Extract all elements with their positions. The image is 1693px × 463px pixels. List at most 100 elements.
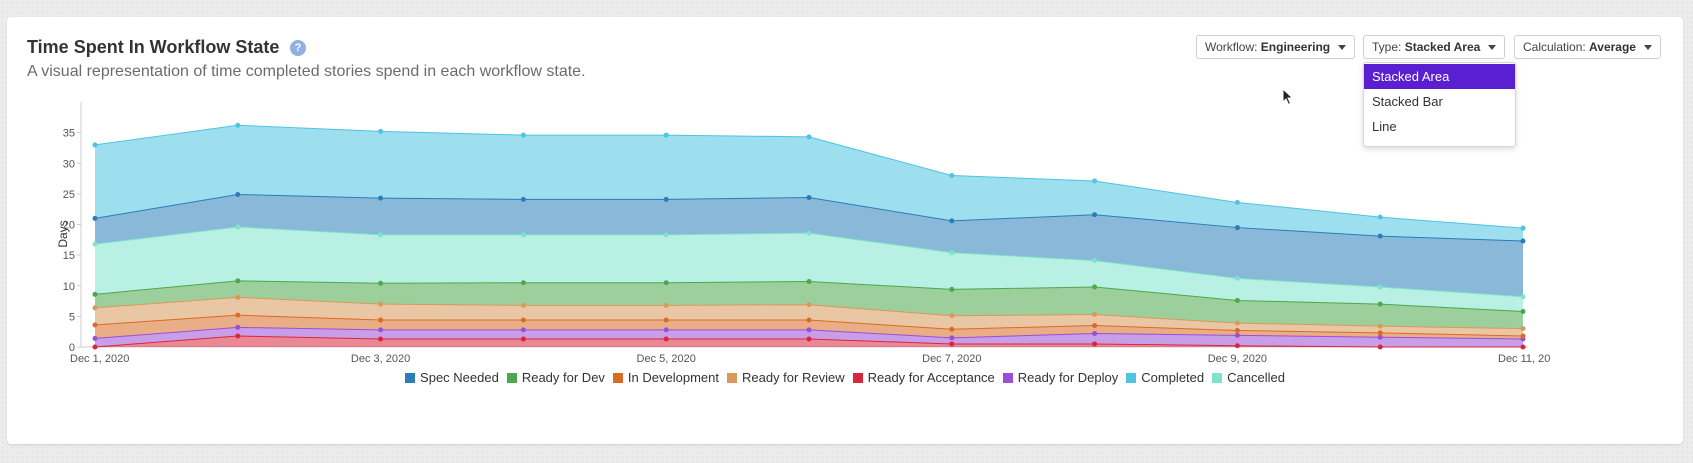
point-ready-for-acceptance[interactable] — [1234, 343, 1240, 349]
point-ready-for-review[interactable] — [235, 294, 241, 300]
legend-item-spec-needed[interactable]: Spec Needed — [405, 370, 499, 385]
point-spec-needed[interactable] — [1520, 238, 1526, 244]
point-cancelled[interactable] — [663, 232, 669, 238]
point-completed[interactable] — [520, 132, 526, 138]
point-ready-for-review[interactable] — [949, 313, 955, 319]
point-spec-needed[interactable] — [663, 196, 669, 202]
point-cancelled[interactable] — [1377, 284, 1383, 290]
calculation-dropdown[interactable]: Calculation: Average — [1514, 35, 1661, 59]
legend-item-ready-for-dev[interactable]: Ready for Dev — [506, 370, 605, 385]
point-spec-needed[interactable] — [520, 196, 526, 202]
point-ready-for-review[interactable] — [1377, 323, 1383, 329]
point-ready-for-acceptance[interactable] — [92, 344, 98, 350]
help-icon[interactable]: ? — [290, 40, 306, 56]
point-ready-for-review[interactable] — [1092, 312, 1098, 318]
type-dropdown[interactable]: Type: Stacked Area — [1363, 35, 1506, 59]
point-ready-for-deploy[interactable] — [520, 327, 526, 333]
point-ready-for-deploy[interactable] — [378, 327, 384, 333]
point-in-development[interactable] — [235, 312, 241, 318]
point-in-development[interactable] — [378, 317, 384, 323]
point-completed[interactable] — [1377, 214, 1383, 220]
point-ready-for-deploy[interactable] — [1092, 331, 1098, 337]
point-ready-for-dev[interactable] — [806, 278, 812, 284]
point-ready-for-dev[interactable] — [1234, 297, 1240, 303]
point-completed[interactable] — [92, 142, 98, 148]
point-completed[interactable] — [806, 134, 812, 140]
point-cancelled[interactable] — [235, 224, 241, 230]
point-spec-needed[interactable] — [378, 195, 384, 201]
legend-item-in-development[interactable]: In Development — [612, 370, 719, 385]
point-ready-for-review[interactable] — [663, 302, 669, 308]
point-completed[interactable] — [235, 122, 241, 128]
point-ready-for-acceptance[interactable] — [806, 336, 812, 342]
point-in-development[interactable] — [1520, 333, 1526, 339]
point-in-development[interactable] — [949, 326, 955, 332]
point-ready-for-dev[interactable] — [949, 286, 955, 292]
point-ready-for-acceptance[interactable] — [1377, 344, 1383, 350]
point-cancelled[interactable] — [949, 250, 955, 256]
point-ready-for-acceptance[interactable] — [949, 341, 955, 347]
point-in-development[interactable] — [92, 322, 98, 328]
point-cancelled[interactable] — [378, 232, 384, 238]
point-completed[interactable] — [1520, 225, 1526, 231]
point-in-development[interactable] — [520, 317, 526, 323]
menu-option-stacked-bar[interactable]: Stacked Bar — [1372, 94, 1443, 109]
point-completed[interactable] — [949, 173, 955, 178]
point-ready-for-dev[interactable] — [663, 280, 669, 286]
point-cancelled[interactable] — [1234, 275, 1240, 281]
area-cancelled[interactable] — [95, 226, 1523, 312]
area-completed[interactable] — [95, 125, 1523, 242]
legend-item-completed[interactable]: Completed — [1126, 370, 1204, 385]
legend-item-cancelled[interactable]: Cancelled — [1212, 370, 1285, 385]
point-completed[interactable] — [1234, 199, 1240, 205]
area-in-development[interactable] — [95, 315, 1523, 340]
point-cancelled[interactable] — [1520, 294, 1526, 300]
point-in-development[interactable] — [1234, 327, 1240, 333]
point-ready-for-acceptance[interactable] — [1520, 344, 1526, 350]
point-in-development[interactable] — [1092, 323, 1098, 329]
point-ready-for-acceptance[interactable] — [235, 333, 241, 339]
point-spec-needed[interactable] — [806, 195, 812, 201]
point-ready-for-deploy[interactable] — [1377, 334, 1383, 340]
point-ready-for-review[interactable] — [378, 301, 384, 307]
point-ready-for-review[interactable] — [520, 302, 526, 308]
point-ready-for-dev[interactable] — [378, 280, 384, 286]
workflow-dropdown[interactable]: Workflow: Engineering — [1196, 35, 1356, 59]
point-spec-needed[interactable] — [949, 218, 955, 224]
point-ready-for-acceptance[interactable] — [1092, 341, 1098, 347]
point-ready-for-review[interactable] — [1520, 326, 1526, 332]
point-ready-for-dev[interactable] — [1092, 284, 1098, 290]
point-ready-for-deploy[interactable] — [1234, 332, 1240, 338]
point-ready-for-review[interactable] — [92, 305, 98, 311]
point-ready-for-deploy[interactable] — [92, 335, 98, 341]
legend-item-ready-for-acceptance[interactable]: Ready for Acceptance — [852, 370, 995, 385]
point-ready-for-deploy[interactable] — [235, 324, 241, 330]
point-in-development[interactable] — [806, 317, 812, 323]
point-completed[interactable] — [378, 128, 384, 134]
point-ready-for-deploy[interactable] — [949, 335, 955, 341]
point-spec-needed[interactable] — [1234, 225, 1240, 231]
point-ready-for-dev[interactable] — [1520, 308, 1526, 314]
point-in-development[interactable] — [663, 317, 669, 323]
point-ready-for-deploy[interactable] — [806, 327, 812, 333]
point-ready-for-dev[interactable] — [92, 291, 98, 297]
area-ready-for-review[interactable] — [95, 297, 1523, 336]
point-in-development[interactable] — [1377, 330, 1383, 336]
point-ready-for-acceptance[interactable] — [663, 336, 669, 342]
legend-item-ready-for-review[interactable]: Ready for Review — [726, 370, 845, 385]
point-ready-for-dev[interactable] — [235, 278, 241, 284]
point-spec-needed[interactable] — [1377, 233, 1383, 239]
point-ready-for-acceptance[interactable] — [378, 336, 384, 342]
menu-option-line[interactable]: Line — [1372, 119, 1397, 134]
point-cancelled[interactable] — [1092, 258, 1098, 264]
point-cancelled[interactable] — [520, 232, 526, 238]
point-cancelled[interactable] — [806, 230, 812, 236]
area-spec-needed[interactable] — [95, 194, 1523, 297]
point-ready-for-review[interactable] — [1234, 320, 1240, 326]
point-ready-for-dev[interactable] — [520, 280, 526, 286]
point-ready-for-acceptance[interactable] — [520, 336, 526, 342]
point-spec-needed[interactable] — [235, 191, 241, 197]
point-ready-for-deploy[interactable] — [663, 327, 669, 333]
point-spec-needed[interactable] — [92, 215, 98, 221]
point-completed[interactable] — [663, 132, 669, 138]
